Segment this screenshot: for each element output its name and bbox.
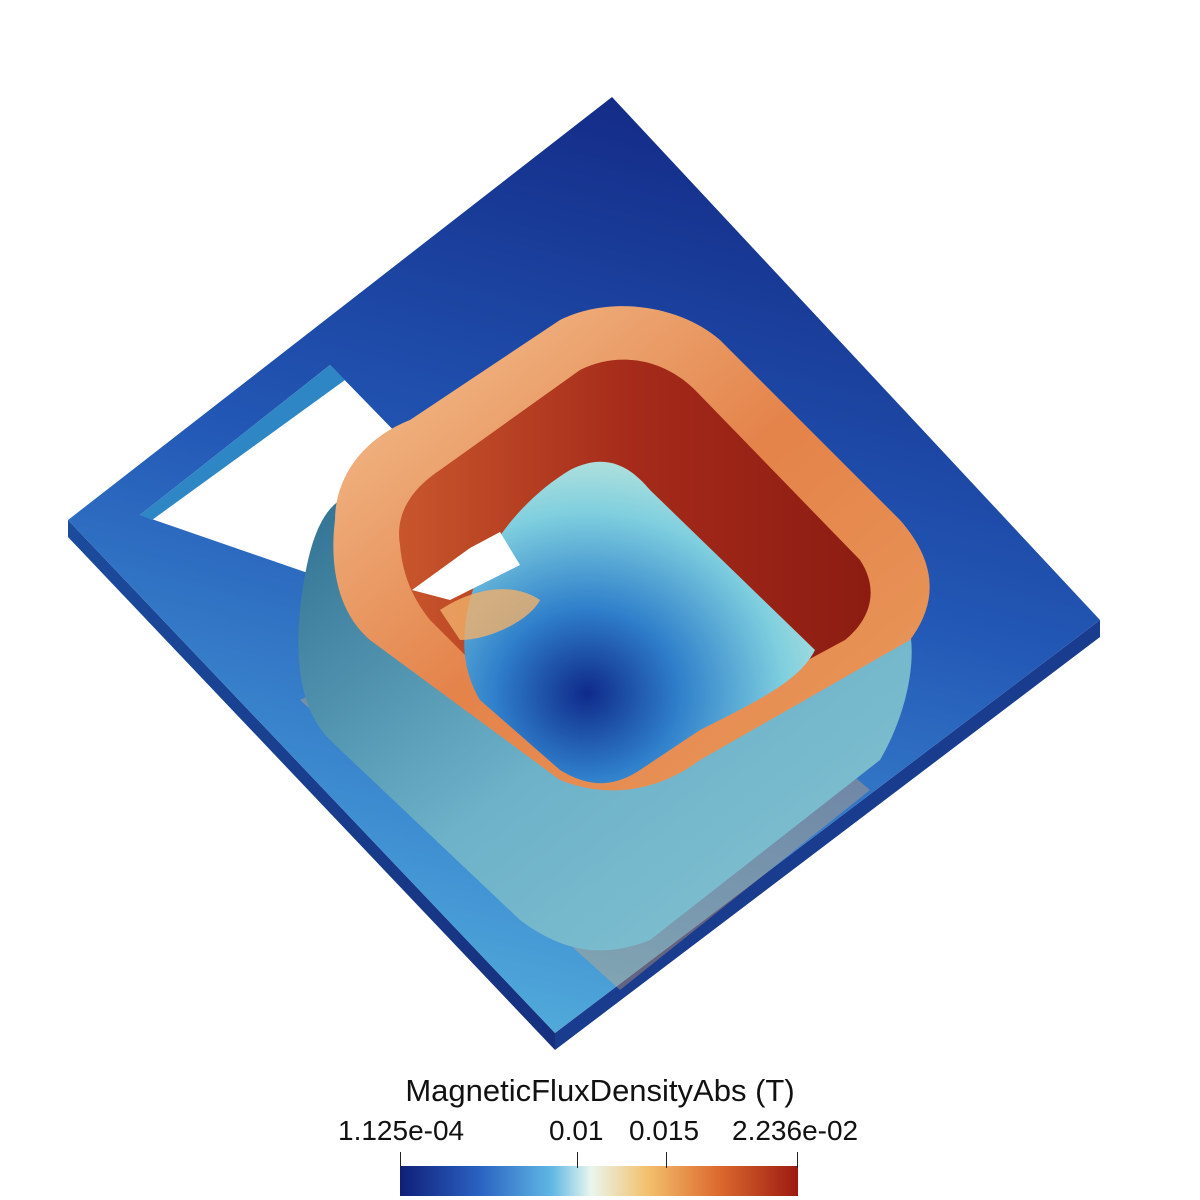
plate-edge-right <box>555 620 1100 1050</box>
legend-tick-label: 0.015 <box>629 1115 700 1146</box>
legend-tick-mark <box>577 1152 578 1168</box>
legend-tick-label: 0.01 <box>549 1115 604 1146</box>
plate-edge <box>68 520 555 1050</box>
colorbar <box>400 1166 798 1196</box>
legend-tick-mark <box>400 1152 401 1168</box>
inner-warm-spot <box>440 589 540 640</box>
legend-max-label: 2.236e-02 <box>732 1115 859 1146</box>
legend-title: MagneticFluxDensityAbs (T) <box>405 1073 795 1108</box>
legend-tick-mark <box>797 1152 798 1168</box>
legend-min-label: 1.125e-04 <box>338 1115 465 1146</box>
coil-inner-floor <box>464 461 815 784</box>
legend-tick-mark <box>666 1152 667 1168</box>
inner-hole <box>412 532 520 600</box>
plate-hole-wall <box>140 365 345 520</box>
